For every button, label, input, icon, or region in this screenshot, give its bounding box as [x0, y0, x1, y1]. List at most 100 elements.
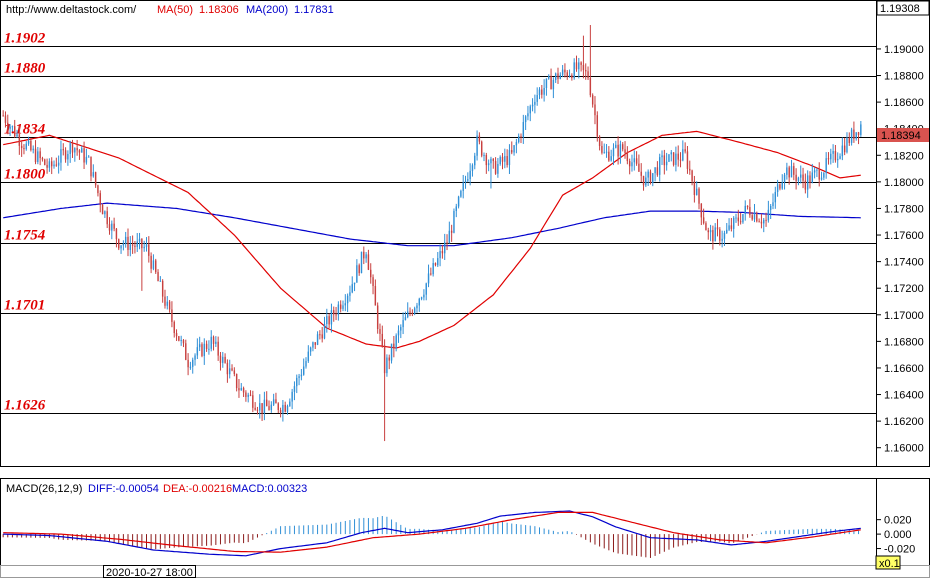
candle-body [90, 156, 92, 177]
candle-body [420, 297, 423, 299]
candle [564, 63, 566, 78]
candle [235, 373, 238, 392]
candle-body [793, 166, 795, 175]
candle-body [124, 236, 127, 244]
candle-body [591, 95, 594, 105]
candle-body [302, 366, 305, 375]
price-tick-label: 1.16600 [884, 363, 924, 375]
candle-body [658, 157, 661, 175]
candle [407, 302, 409, 319]
candle-body [809, 175, 811, 183]
candle [307, 345, 310, 363]
candle [254, 402, 256, 411]
candle-body [23, 148, 25, 150]
candle-body [522, 122, 525, 138]
candle [155, 258, 157, 274]
candle-body [772, 202, 774, 207]
candle-body [235, 373, 238, 389]
candle-body [608, 151, 610, 161]
candle-body [286, 405, 289, 412]
candle [104, 210, 106, 218]
candle [846, 132, 848, 154]
candle [617, 136, 619, 165]
candle [478, 132, 481, 145]
candle-body [788, 167, 790, 178]
candle-body [372, 277, 374, 287]
candle [758, 218, 760, 223]
candle [541, 84, 543, 99]
candle-body [853, 129, 855, 139]
candle-body [691, 170, 693, 182]
candle [356, 259, 358, 283]
candle [665, 152, 668, 171]
candle [300, 368, 303, 381]
zoom-level[interactable]: x0.1 [879, 558, 900, 570]
candle-body [716, 227, 719, 230]
candle-body [383, 345, 386, 374]
candle-body [231, 368, 233, 371]
candle-body [291, 391, 293, 402]
ma200-line [3, 202, 861, 247]
candle [739, 212, 742, 225]
candle-body [180, 340, 182, 342]
candle-body [92, 172, 95, 177]
candle [857, 131, 860, 145]
candle-body [827, 158, 830, 160]
candle [238, 379, 240, 398]
candle-body [596, 115, 599, 137]
candle-body [226, 362, 229, 375]
candle-body [44, 159, 46, 165]
candle [437, 252, 439, 268]
candle-body [786, 167, 788, 175]
candle-body [795, 174, 797, 181]
candle-body [337, 304, 340, 315]
current-price-label: 1.18394 [881, 130, 921, 142]
candle [284, 401, 286, 413]
candle [67, 150, 69, 166]
candle-body [134, 245, 136, 247]
candle [150, 252, 152, 274]
candle [830, 148, 832, 165]
candlesticks [2, 25, 862, 442]
candle-body [118, 239, 120, 249]
candle-body [561, 69, 564, 75]
candle [268, 400, 270, 411]
candle-body [790, 166, 793, 178]
candle-body [351, 284, 353, 293]
candle [818, 162, 820, 187]
candle [18, 125, 21, 155]
candle [693, 175, 696, 203]
zoom-box[interactable] [875, 555, 901, 570]
source-url[interactable]: http://www.deltastock.com/ [6, 4, 137, 16]
candle-body [425, 283, 427, 295]
candle [763, 217, 765, 233]
candle [360, 251, 363, 274]
candle-body [293, 386, 296, 392]
candle [293, 381, 296, 401]
candle-body [820, 177, 823, 180]
candle [240, 383, 242, 391]
candle [351, 276, 353, 294]
candle-body [707, 230, 709, 233]
candle [642, 175, 645, 191]
candle [723, 230, 726, 247]
candle-body [210, 336, 212, 349]
candle [439, 244, 441, 267]
candle [598, 135, 601, 151]
candle [175, 329, 178, 341]
candle-body [173, 321, 175, 334]
candle-body [69, 143, 71, 154]
candle-body [430, 273, 432, 275]
candle-body [164, 296, 166, 306]
candle-body [208, 348, 210, 350]
candle-body [437, 258, 439, 266]
candle [508, 144, 511, 175]
candle-body [589, 77, 592, 96]
candle-body [228, 368, 231, 375]
candle-body [330, 310, 333, 325]
candle [497, 158, 499, 178]
candle-body [328, 316, 330, 325]
candle [698, 187, 700, 210]
candle [27, 136, 30, 146]
